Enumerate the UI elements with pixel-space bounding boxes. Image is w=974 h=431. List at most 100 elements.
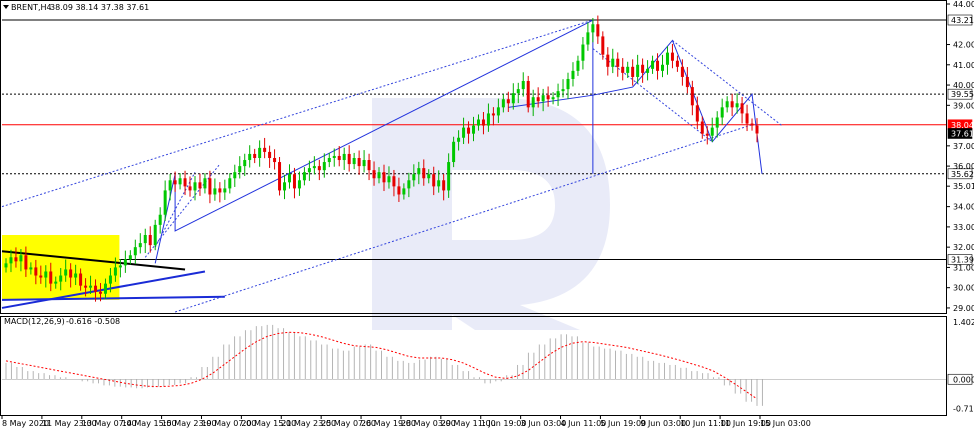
x-tick-label: 15 May 23:00 bbox=[162, 419, 217, 428]
candle bbox=[173, 171, 177, 192]
candle bbox=[690, 80, 694, 116]
x-tick-label: 1 Jun 19:00 bbox=[481, 419, 527, 428]
candle bbox=[39, 265, 43, 284]
y-tick-label: 37.00 bbox=[953, 142, 974, 151]
candle bbox=[188, 176, 192, 197]
candle bbox=[84, 278, 88, 297]
candle bbox=[253, 148, 257, 164]
candle bbox=[700, 116, 704, 139]
candle bbox=[372, 161, 376, 186]
candle bbox=[203, 173, 207, 194]
candle bbox=[283, 174, 287, 200]
candle bbox=[452, 136, 456, 168]
candle bbox=[183, 170, 187, 196]
forecast-wave-1 bbox=[154, 19, 594, 264]
y-tick-label: 44.00 bbox=[953, 0, 974, 9]
y-tick-label: 39.00 bbox=[953, 101, 974, 110]
candle bbox=[591, 17, 595, 43]
candle bbox=[596, 15, 600, 44]
candle bbox=[566, 72, 570, 100]
candle bbox=[531, 89, 535, 117]
y-tick-label: 33.00 bbox=[953, 223, 974, 232]
candle bbox=[103, 278, 107, 299]
candle bbox=[586, 22, 590, 51]
candle bbox=[248, 145, 252, 168]
candle bbox=[94, 279, 98, 302]
price-level-text: 38.04 bbox=[951, 121, 974, 130]
macd-title: MACD(12,26,9) bbox=[4, 317, 65, 326]
ohlc-values: 38.09 38.14 37.38 37.61 bbox=[50, 3, 149, 12]
candle bbox=[118, 259, 122, 278]
candle bbox=[218, 182, 222, 203]
x-tick-label: 9 Jun 03:00 bbox=[640, 419, 686, 428]
x-tick-label: 28 May 03:00 bbox=[401, 419, 456, 428]
candle bbox=[581, 37, 585, 70]
price-level-text: 37.61 bbox=[951, 129, 974, 138]
y-tick-label: 40.00 bbox=[953, 81, 974, 90]
macd-tick-label: 0.000 bbox=[953, 375, 974, 384]
candle bbox=[347, 145, 351, 172]
candle bbox=[407, 172, 411, 198]
candle bbox=[54, 276, 58, 289]
candle bbox=[377, 167, 381, 184]
candle bbox=[168, 174, 172, 201]
candle bbox=[621, 58, 625, 81]
candle bbox=[432, 166, 436, 196]
candle bbox=[4, 258, 8, 273]
candle bbox=[402, 183, 406, 200]
candle bbox=[113, 257, 117, 282]
y-tick-label: 35.01 bbox=[953, 182, 974, 191]
candle bbox=[153, 219, 157, 251]
candle bbox=[392, 169, 396, 197]
candle bbox=[24, 246, 28, 277]
candle bbox=[417, 161, 421, 185]
x-tick-label: 3 Jun 03:00 bbox=[521, 419, 567, 428]
candle bbox=[367, 153, 371, 181]
candle bbox=[745, 104, 749, 132]
candle bbox=[19, 248, 23, 272]
candle bbox=[327, 152, 331, 168]
candle bbox=[108, 268, 112, 293]
x-tick-label: 21 May 23:00 bbox=[281, 419, 336, 428]
triangle-lower-line bbox=[1, 270, 206, 309]
candle bbox=[317, 159, 321, 181]
candle bbox=[228, 173, 232, 194]
candle bbox=[263, 137, 267, 159]
candle bbox=[322, 153, 326, 178]
candle bbox=[362, 150, 366, 173]
macd-values: -0.616 -0.508 bbox=[66, 317, 120, 326]
symbol-header: BRENT,H4 38.09 38.14 37.38 37.61 bbox=[3, 3, 149, 12]
candle bbox=[29, 262, 33, 275]
watermark-logo bbox=[372, 98, 610, 330]
candle bbox=[571, 62, 575, 87]
candle bbox=[178, 173, 182, 190]
candle bbox=[193, 176, 197, 201]
candle bbox=[427, 169, 431, 184]
candle bbox=[292, 167, 296, 199]
macd-indicator: 1.402 0.000 -0.712 bbox=[2, 318, 974, 413]
candle bbox=[307, 160, 311, 181]
candle bbox=[302, 167, 306, 186]
y-tick-label: 41.00 bbox=[953, 61, 974, 70]
candle bbox=[491, 107, 495, 126]
candle bbox=[755, 118, 759, 143]
candle bbox=[462, 117, 466, 145]
candle bbox=[695, 96, 699, 130]
candle bbox=[576, 55, 580, 76]
candle bbox=[656, 53, 660, 80]
candle bbox=[74, 264, 78, 286]
price-level-badge: 35.62 bbox=[947, 168, 974, 180]
candle bbox=[710, 117, 714, 142]
candle bbox=[541, 88, 545, 112]
candle bbox=[133, 239, 137, 264]
candle bbox=[9, 249, 13, 273]
descending-channel-upper bbox=[672, 40, 783, 126]
candle bbox=[496, 98, 500, 123]
triangle-down-icon bbox=[3, 5, 9, 9]
macd-header: MACD(12,26,9) -0.616 -0.508 bbox=[4, 317, 120, 326]
candle bbox=[526, 75, 530, 113]
candle bbox=[437, 170, 441, 193]
candle bbox=[158, 207, 162, 234]
